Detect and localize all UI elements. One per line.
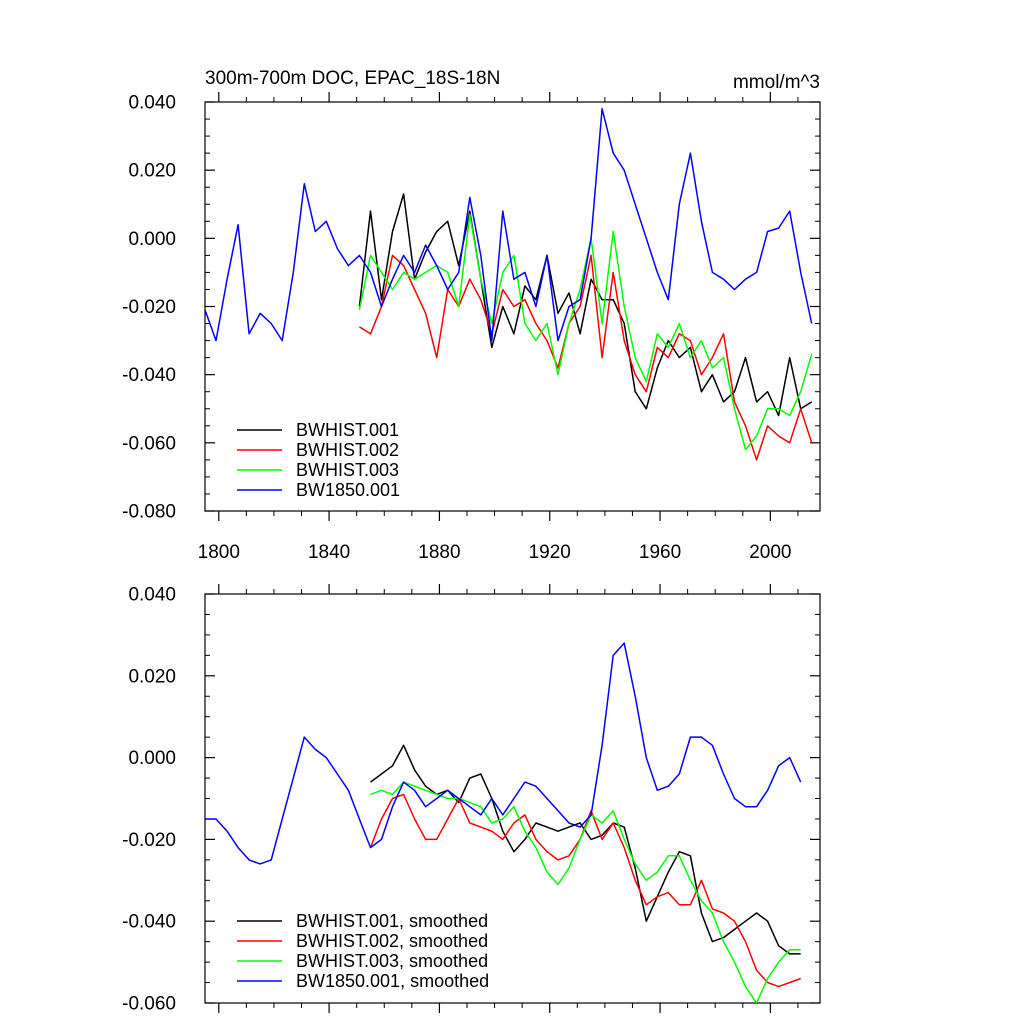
bottom-ytick-label: -0.040: [122, 912, 176, 933]
bottom-legend-label: BWHIST.001, smoothed: [296, 911, 488, 931]
bottom-legend-label: BWHIST.003, smoothed: [296, 951, 488, 971]
top-legend-label: BW1850.001: [296, 480, 400, 500]
top-xtick-label: 1960: [639, 542, 681, 563]
top-legend-label: BWHIST.001: [296, 420, 399, 440]
top-series-bwhist-003: [358, 213, 813, 451]
top-legend-label: BWHIST.003: [296, 460, 399, 480]
bottom-ytick-label: -0.020: [122, 830, 176, 851]
bottom-ytick-label: -0.060: [122, 994, 176, 1015]
top-series-bwhist-001: [358, 193, 813, 417]
top-xtick-label: 2000: [749, 542, 791, 563]
top-ytick-label: -0.040: [122, 365, 176, 386]
top-series-bw1850-001: [205, 108, 813, 342]
bottom-series-bwhist-002: [369, 793, 801, 988]
top-ytick-label: -0.020: [122, 297, 176, 318]
top-xtick-label: 1840: [308, 542, 350, 563]
bottom-ytick-label: 0.040: [128, 585, 176, 606]
top-series-bwhist-002: [359, 254, 813, 461]
top-ytick-label: -0.080: [122, 502, 176, 523]
top-ytick-label: -0.060: [122, 433, 176, 454]
bottom-series-bw1850-001: [205, 642, 802, 865]
top-xtick-label: 1920: [529, 542, 571, 563]
top-xtick-label: 1800: [198, 542, 240, 563]
bottom-series-bwhist-001: [370, 744, 801, 955]
panel-top: -0.080 -0.060 -0.040 -0.020 0.000 0.020 0.040 1…: [122, 92, 821, 563]
top-ytick-label: 0.020: [128, 161, 176, 182]
bottom-ytick-label: 0.020: [128, 666, 176, 687]
chart-title: 300m-700m DOC, EPAC_18S-18N: [205, 68, 500, 89]
bottom-series-bwhist-003: [370, 781, 801, 1003]
units-label: mmol/m^3: [733, 72, 820, 93]
top-legend-label: BWHIST.002: [296, 440, 399, 460]
bottom-ytick-label: 0.000: [128, 748, 176, 769]
bottom-legend-label: BWHIST.002, smoothed: [296, 931, 488, 951]
bottom-legend-label: BW1850.001, smoothed: [296, 971, 489, 991]
top-ytick-label: 0.040: [128, 93, 176, 114]
top-ytick-label: 0.000: [128, 229, 176, 250]
panel-bottom: -0.060 -0.040 -0.020 0.000 0.020 0.040 BWHIST.…: [122, 584, 821, 1015]
top-xtick-label: 1880: [418, 542, 460, 563]
